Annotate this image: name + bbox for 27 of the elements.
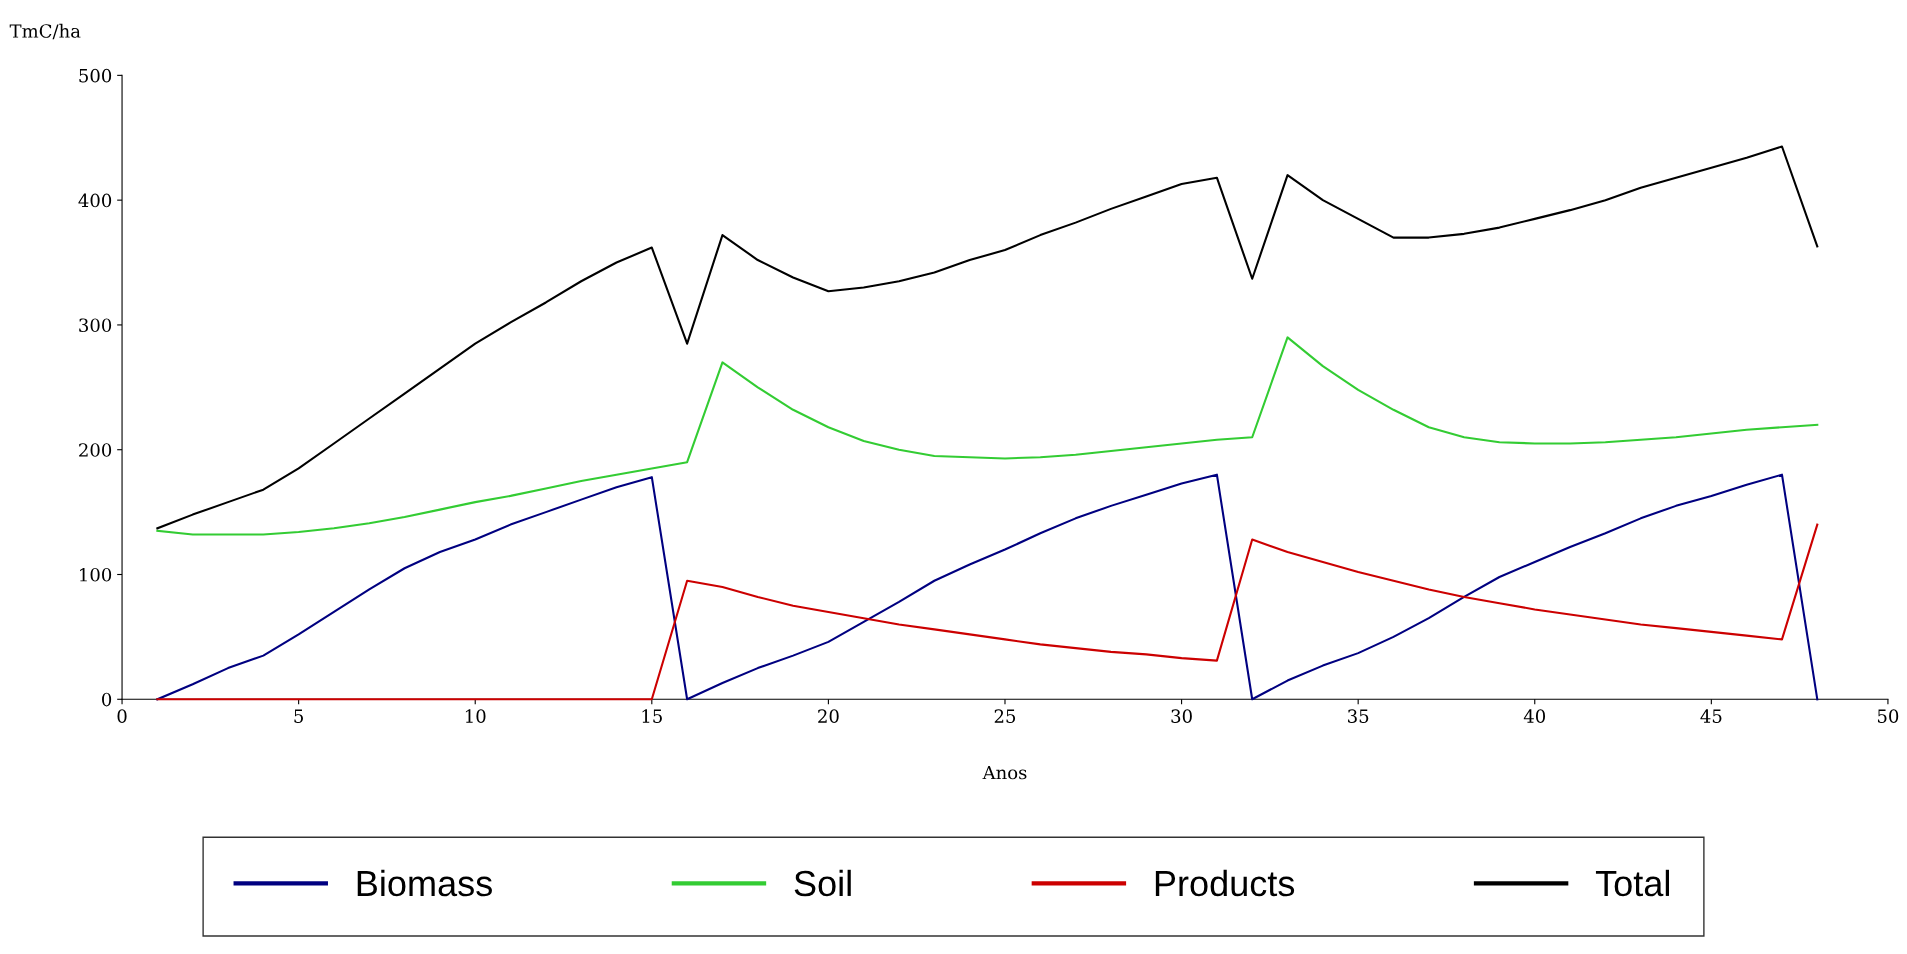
- y-tick-label: 400: [78, 193, 112, 208]
- x-tick-label: 5: [294, 709, 303, 723]
- x-tick-label: 30: [1171, 709, 1192, 723]
- y-tick-label: 0: [102, 692, 112, 707]
- line-series: [156, 145, 1819, 530]
- line-series: [156, 336, 1819, 536]
- legend-label: Biomass: [357, 869, 492, 897]
- y-tick-label: 500: [79, 68, 112, 83]
- x-tick-label: 10: [465, 709, 486, 723]
- line-series: [156, 473, 1819, 701]
- x-tick-label: 0: [117, 709, 127, 723]
- x-tick-label: 40: [1523, 709, 1546, 723]
- x-tick-label: 15: [642, 709, 662, 723]
- y-tick-label: 200: [79, 443, 112, 457]
- y-tick-label: 100: [80, 567, 112, 582]
- legend-label: Products: [1155, 869, 1295, 897]
- x-tick-label: 45: [1700, 709, 1722, 723]
- line-series: [156, 523, 1819, 701]
- x-tick-label: 35: [1348, 709, 1369, 723]
- legend-label: Soil: [794, 869, 851, 897]
- y-tick-label: 300: [79, 318, 112, 333]
- legend-label: Total: [1595, 869, 1669, 897]
- y-axis-title: TmC/ha: [9, 23, 81, 40]
- x-tick-label: 25: [994, 709, 1016, 723]
- x-axis-title: Anos: [982, 765, 1027, 780]
- x-tick-label: 50: [1877, 709, 1899, 723]
- x-tick-label: 20: [818, 709, 839, 723]
